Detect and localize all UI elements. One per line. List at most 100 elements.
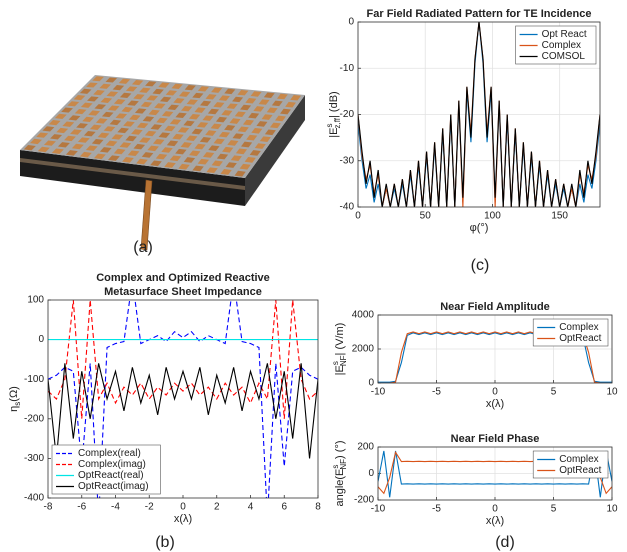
patch (150, 160, 162, 167)
patch (245, 98, 257, 104)
chart: -8 -6 -4 -2 0 2 4 6 8 -400 -300 -200 -100 0 100 Complex… (8, 272, 321, 525)
legend-label: COMSOL (542, 51, 586, 62)
label-part: | (dB) (328, 91, 340, 118)
x-tick-label: 0 (180, 502, 186, 513)
y-tick-label: -30 (340, 155, 355, 166)
patch (248, 112, 260, 119)
patch (188, 114, 201, 120)
patch (165, 90, 178, 96)
patch (239, 163, 251, 170)
x-tick-label: 6 (281, 502, 287, 513)
series-line (378, 450, 612, 498)
chart: -10 -5 0 5 10 0 2000 4000 Near Field Amplitude x(… (331, 301, 618, 410)
legend-label: Complex (542, 40, 581, 51)
patch (197, 158, 210, 165)
patch (240, 104, 252, 111)
patch (95, 118, 108, 124)
patch (131, 79, 144, 86)
patch (205, 130, 217, 136)
x-tick-label: -10 (371, 504, 386, 515)
patch (117, 127, 129, 134)
legend-label: Opt React (542, 29, 587, 40)
patch (121, 106, 133, 113)
patch (227, 140, 239, 146)
patch (107, 105, 120, 111)
patch (206, 167, 218, 174)
patch (139, 87, 151, 93)
patch (36, 132, 49, 138)
patch (91, 139, 104, 145)
legend-box (532, 450, 609, 479)
patch (189, 150, 201, 157)
y-tick-label: 0 (368, 378, 374, 389)
patch (224, 88, 236, 95)
patch (139, 137, 151, 143)
y-tick-label: 0 (348, 17, 354, 28)
x-tick-label: -5 (432, 504, 441, 515)
chart-title: Complex and Optimized Reactive (96, 272, 270, 284)
plot-frame (357, 21, 601, 208)
patch (213, 102, 225, 108)
patch (127, 150, 140, 157)
x-tick-label: 2 (214, 502, 220, 513)
patch (172, 133, 184, 140)
patch (194, 107, 206, 113)
label-part: x(λ) (486, 515, 504, 527)
y-tick-label: -20 (340, 109, 355, 120)
legend-label: OptReact (559, 333, 601, 344)
patch (169, 155, 182, 162)
patch (94, 104, 107, 110)
chart-title: Near Field Phase (451, 433, 540, 445)
patch (100, 97, 113, 103)
coax-feed (140, 179, 153, 251)
patch (147, 145, 159, 152)
y-axis-label: |Esz,ff| (dB) (325, 91, 342, 137)
series-line (48, 363, 318, 459)
patch (224, 125, 236, 131)
label-superscript: s (325, 124, 334, 128)
patch (264, 129, 276, 136)
panel-label: (a) (133, 239, 153, 256)
legend: Complex(real)Complex(imag)OptReact(real)… (51, 444, 161, 495)
patch (164, 125, 176, 132)
patch (148, 109, 160, 116)
patch (205, 94, 217, 100)
patch (86, 82, 98, 88)
patch (175, 112, 187, 119)
patch (254, 143, 266, 149)
label-part: angle(E (334, 469, 346, 507)
x-tick-label: 0 (492, 387, 498, 398)
patch (43, 140, 56, 146)
patch (186, 135, 198, 142)
board-edge (245, 95, 305, 206)
patch (136, 158, 148, 165)
patch (146, 95, 158, 101)
patch (241, 141, 253, 148)
patch (70, 129, 82, 135)
plot-frame (377, 314, 613, 384)
patch (290, 95, 301, 101)
patch (133, 94, 145, 100)
y-axis-label: ηs(Ω) (8, 386, 22, 412)
y-tick-label: 4000 (352, 310, 375, 321)
patch (105, 77, 118, 83)
x-tick-label: 100 (484, 211, 501, 222)
x-tick-label: 0 (492, 504, 498, 515)
patch (82, 116, 94, 123)
patch (192, 92, 204, 99)
patch (232, 133, 244, 139)
patch (156, 117, 168, 124)
series-line (48, 300, 318, 498)
series-line (48, 300, 318, 419)
patch (164, 162, 176, 168)
patch (136, 122, 149, 129)
patch (88, 110, 101, 116)
patch (99, 147, 112, 153)
patch (215, 116, 228, 123)
patch (197, 86, 210, 92)
patch (51, 148, 64, 154)
patch (237, 90, 249, 96)
patch (218, 131, 231, 138)
